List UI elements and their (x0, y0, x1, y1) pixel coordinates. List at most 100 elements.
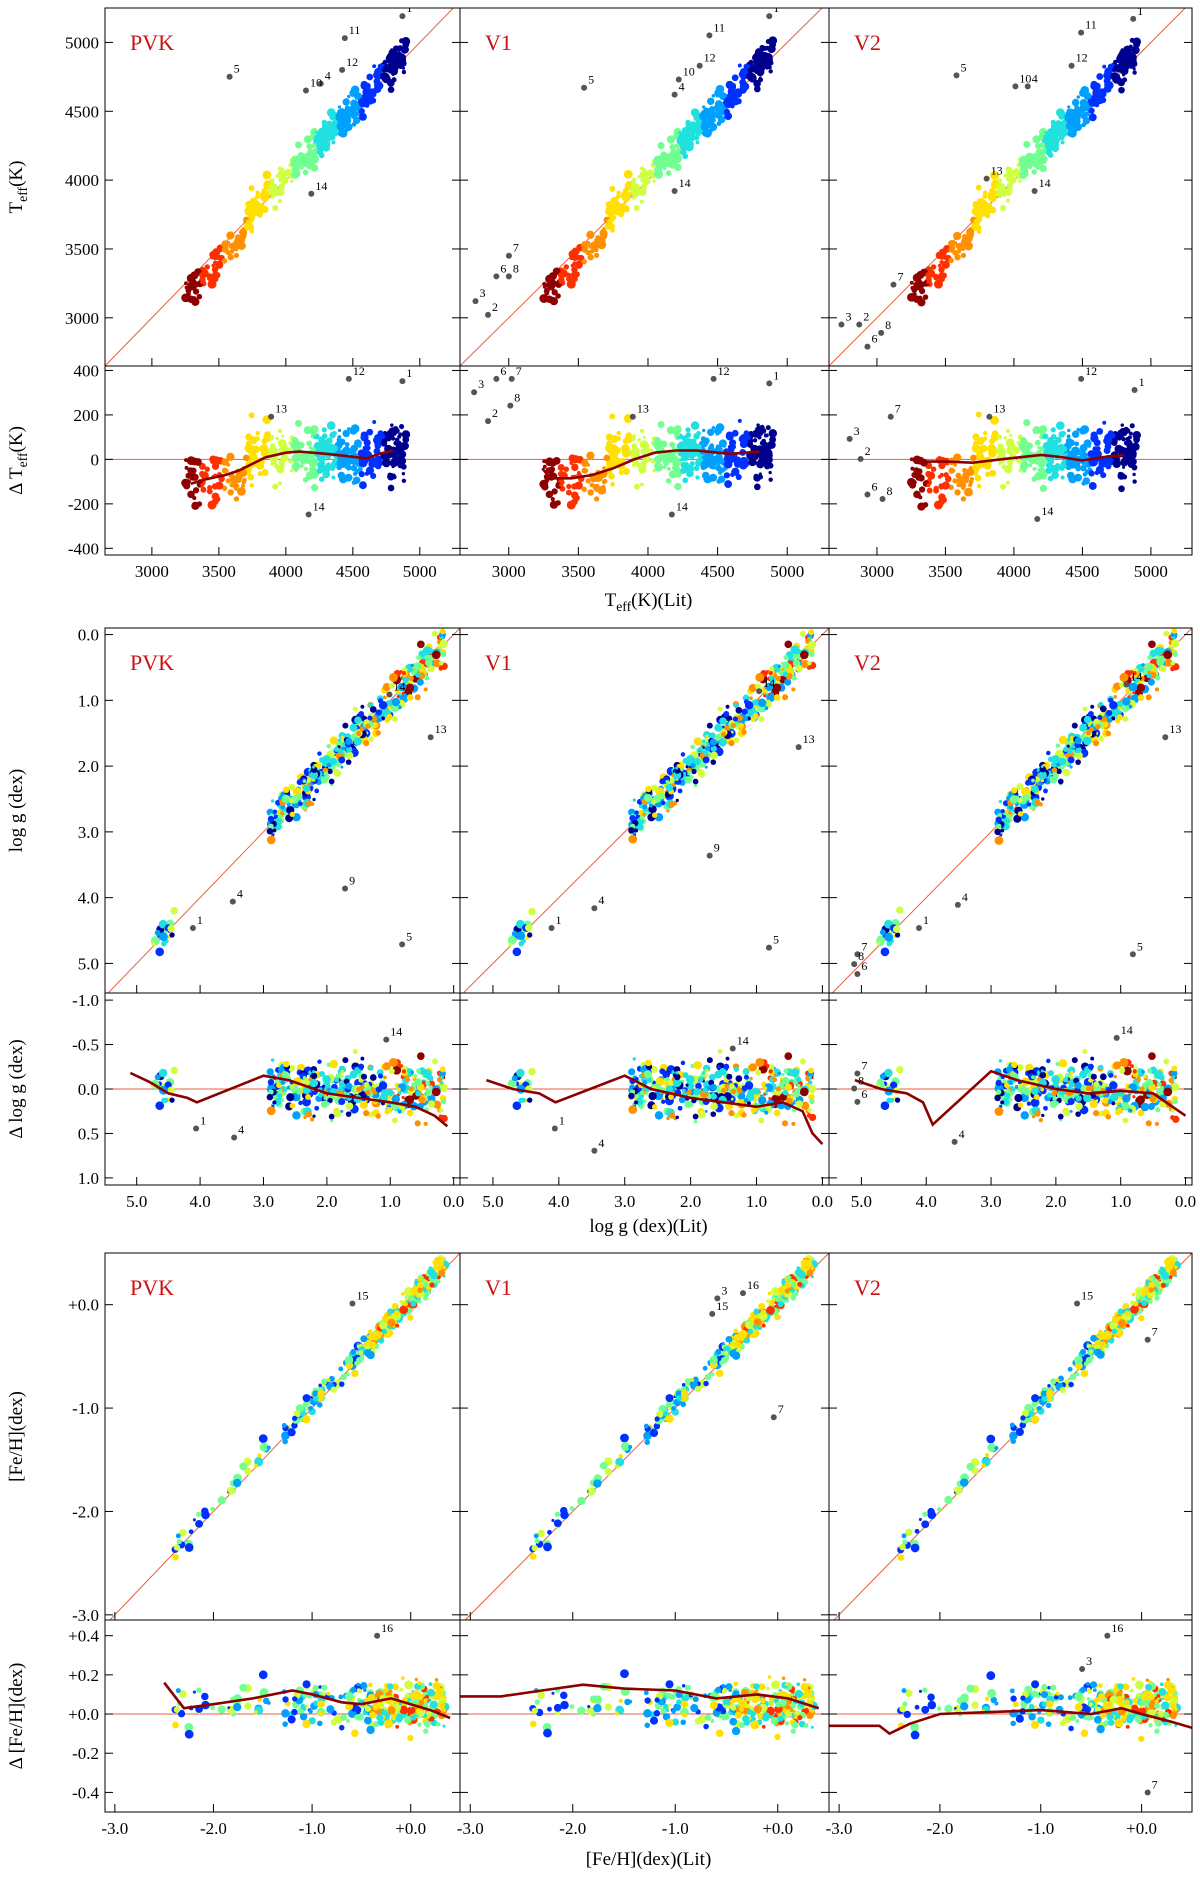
star-label: 11 (349, 23, 361, 37)
residual-point (344, 463, 350, 470)
residual-point (799, 1058, 806, 1065)
scatter-point (1100, 726, 1104, 730)
scatter-point (380, 707, 389, 717)
scatter-point (1013, 814, 1022, 823)
residual-point (684, 462, 689, 466)
scatter-point (316, 143, 321, 148)
residual-point (944, 472, 948, 477)
scatter-point (306, 143, 313, 150)
residual-point (274, 1079, 279, 1084)
residual-point (768, 477, 773, 482)
residual-point (268, 1089, 274, 1095)
scatter-point (1036, 148, 1042, 154)
residual-point (400, 441, 409, 451)
residual-point (755, 427, 764, 437)
scatter-point (369, 706, 377, 713)
labeled-star-point (229, 898, 236, 905)
residual-point (737, 1087, 743, 1094)
residual-point (937, 475, 942, 479)
residual-point (338, 1086, 344, 1092)
scatter-point (690, 762, 696, 769)
residual-point (593, 496, 600, 502)
scatter-point (342, 98, 350, 106)
scatter-point (808, 629, 814, 636)
scatter-point (297, 152, 305, 160)
scatter-point (625, 180, 633, 188)
residual-point (628, 1092, 635, 1100)
scatter-point (1089, 726, 1095, 732)
scatter-point (345, 759, 352, 765)
residual-point (616, 430, 621, 436)
residual-point (425, 1080, 431, 1087)
residual-point (1058, 431, 1065, 438)
residual-point (313, 432, 317, 436)
residual-point (212, 462, 219, 470)
scatter-point (1098, 701, 1104, 708)
scatter-point (710, 745, 717, 752)
scatter-point (254, 194, 260, 199)
scatter-point (917, 281, 925, 289)
scatter-point (1116, 54, 1124, 63)
scatter-point (1128, 44, 1133, 49)
scatter-point (1058, 125, 1063, 131)
scatter-point (357, 94, 362, 99)
scatter-point (757, 72, 761, 76)
residual-point (686, 1075, 695, 1084)
scatter-point (1077, 111, 1082, 117)
scatter-point (351, 110, 357, 115)
residual-point (406, 1074, 410, 1078)
residual-point (768, 1097, 772, 1101)
residual-point (755, 1069, 762, 1076)
scatter-point (1045, 143, 1050, 148)
residual-point (396, 1087, 401, 1092)
scatter-point (427, 665, 436, 673)
labeled-star-point (591, 905, 598, 912)
residual-point (743, 1074, 749, 1080)
scatter-point (909, 280, 914, 285)
scatter-point (799, 630, 806, 637)
scatter-point (1156, 658, 1164, 666)
residual-point (1128, 431, 1133, 436)
scatter-point (996, 823, 1002, 829)
star-label: 6 (871, 480, 877, 494)
residual-point (1032, 426, 1041, 435)
residual-point (270, 435, 275, 439)
residual-point (350, 424, 360, 433)
labeled-star-point (890, 281, 897, 288)
residual-point (759, 440, 765, 446)
residual-point (685, 464, 695, 474)
scatter-point (686, 755, 695, 764)
x-tick-label: 3000 (492, 562, 526, 581)
scatter-point (1000, 205, 1007, 211)
scatter-point (408, 675, 414, 682)
residual-point (571, 463, 579, 471)
scatter-point (1087, 94, 1092, 99)
scatter-point (916, 270, 925, 279)
residual-point (717, 470, 723, 475)
residual-point (210, 459, 215, 464)
scatter-point (721, 731, 727, 737)
residual-point (763, 1086, 768, 1091)
residual-point (1088, 482, 1097, 490)
residual-point (314, 1105, 320, 1111)
scatter-point (695, 140, 700, 145)
residual-point (758, 1096, 767, 1105)
scatter-point (716, 110, 721, 115)
residual-point (773, 1109, 781, 1117)
scatter-point (229, 242, 238, 250)
scatter-point (725, 704, 730, 709)
residual-point (998, 436, 1003, 440)
scatter-point (706, 722, 713, 729)
scatter-point (1110, 707, 1120, 717)
residual-point (1129, 423, 1135, 429)
residual-point (397, 461, 404, 469)
residual-point (622, 446, 629, 452)
scatter-point (310, 164, 319, 172)
panel-title: V1 (485, 650, 512, 675)
residual-point (748, 1063, 757, 1072)
labeled-star-point (507, 402, 514, 409)
residual-point (690, 421, 700, 430)
residual-point (275, 436, 280, 441)
labeled-star-point (342, 885, 349, 892)
scatter-point (349, 723, 358, 732)
